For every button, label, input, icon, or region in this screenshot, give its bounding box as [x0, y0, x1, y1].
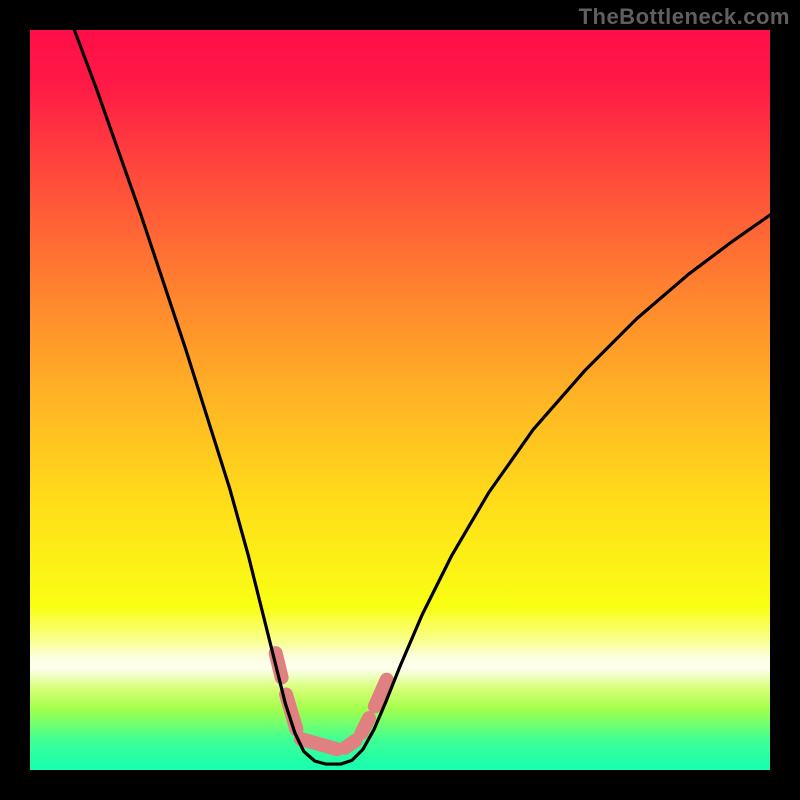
- chart-background: [30, 30, 770, 770]
- tick-marker: [301, 739, 337, 749]
- bottleneck-chart: [0, 0, 800, 800]
- tick-marker: [362, 718, 369, 733]
- watermark-text: TheBottleneck.com: [579, 4, 790, 30]
- tick-marker: [345, 740, 355, 747]
- chart-frame: TheBottleneck.com: [0, 0, 800, 800]
